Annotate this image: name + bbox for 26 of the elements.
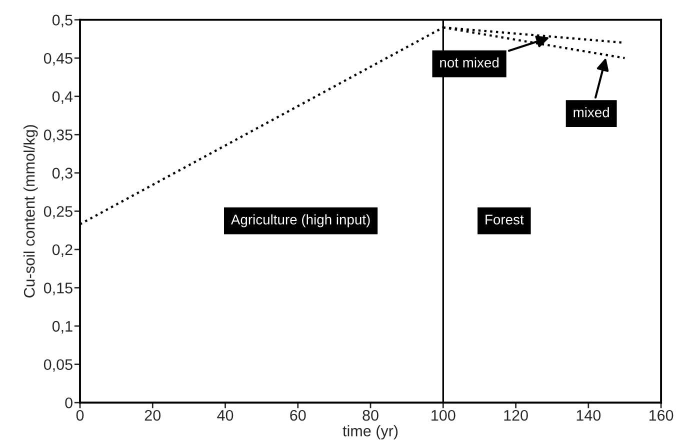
x-tick-label: 160 [649,410,674,421]
x-tick-label: 20 [144,410,161,421]
x-tick-label: 40 [217,410,234,421]
y-tick-label: 0,5 [52,14,72,28]
x-tick-label: 140 [576,410,601,421]
y-tick-label: 0 [65,397,72,408]
x-tick-label: 120 [504,410,528,421]
y-tick-label: 0,45 [44,52,72,66]
x-axis-title: time (yr) [342,425,398,440]
y-tick-label: 0,15 [44,282,72,296]
y-tick-label: 0,1 [52,320,72,334]
y-tick-label: 0,05 [44,359,72,372]
annotation: Forest [486,214,524,224]
x-tick-label: 100 [432,410,456,421]
y-tick-label: 0,35 [44,130,72,142]
y-tick-label: 0,2 [52,244,72,257]
x-tick-label: 60 [290,410,306,421]
text: mixed [574,107,609,118]
y-tick-label: 0,3 [52,168,72,180]
x-tick-label: 0 [76,410,84,421]
x-tick-label: 80 [362,410,378,421]
y-axis-title: Cu-soil content (mmol/kg) [24,125,38,298]
annotation: Agriculture (high input) [230,214,370,228]
series-label: not mixed [440,57,499,68]
y-tick-label: 0,4 [52,91,73,104]
y-tick-label: 0,25 [44,206,72,219]
